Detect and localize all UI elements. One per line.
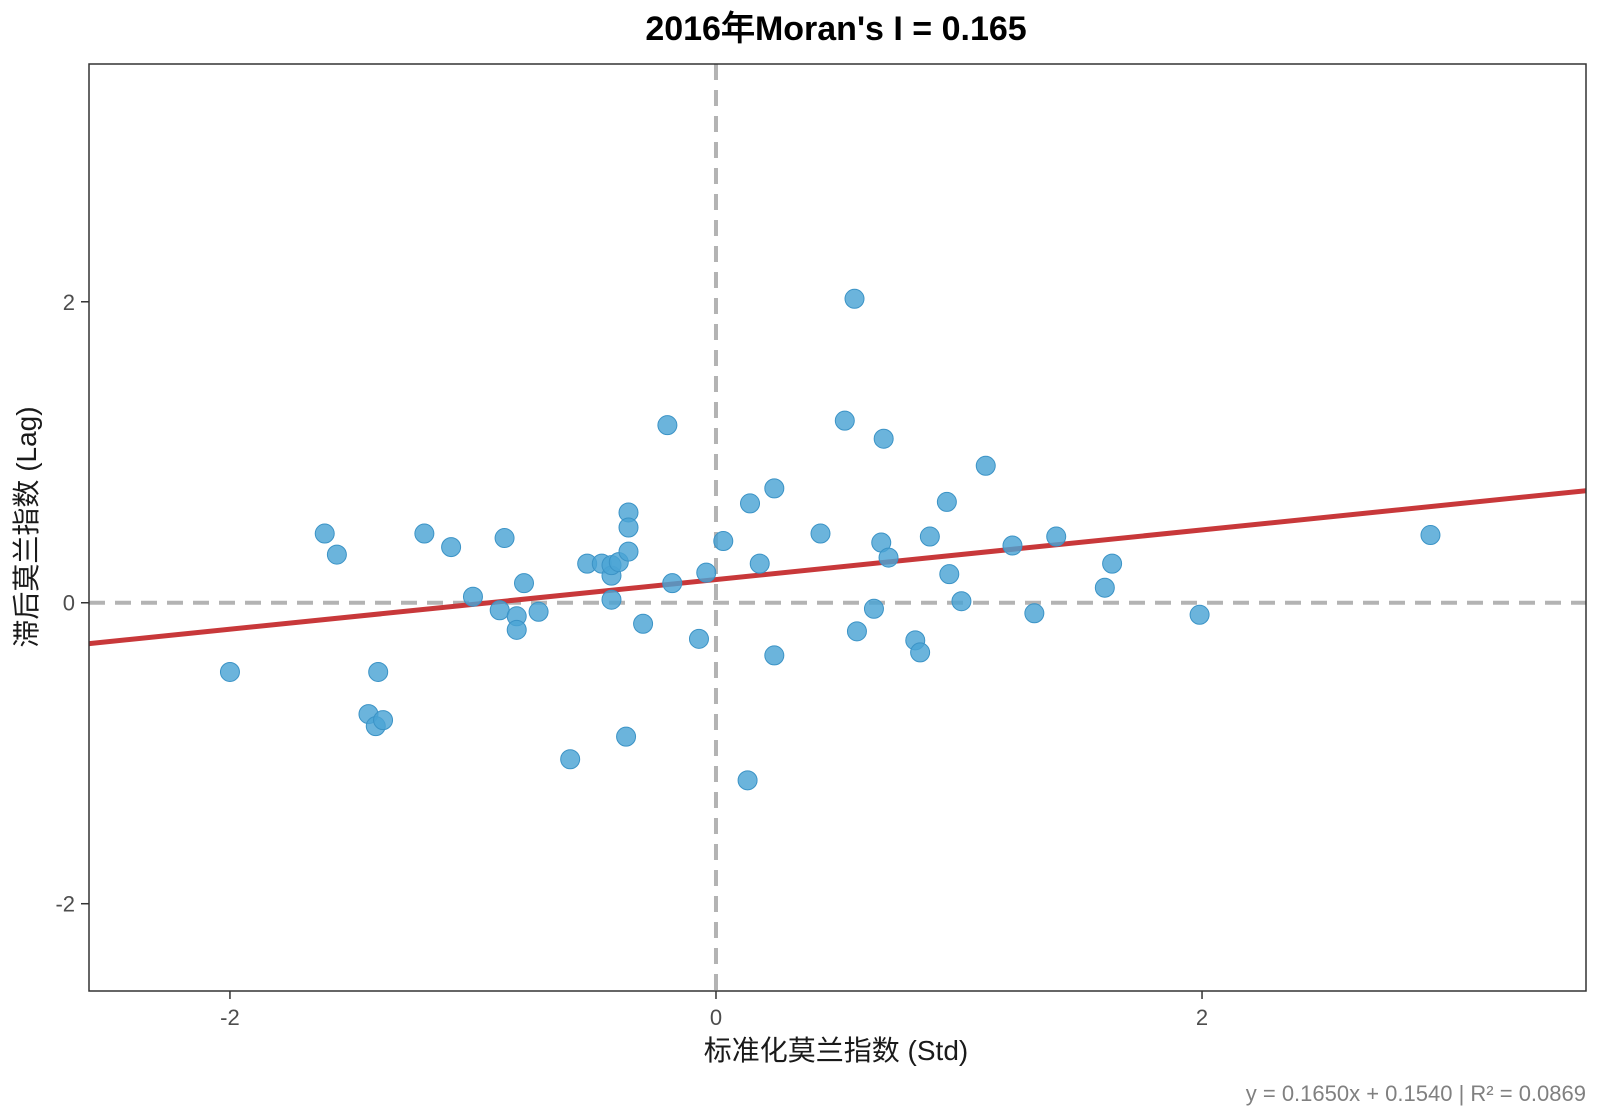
- data-point: [633, 613, 654, 634]
- data-point: [713, 531, 734, 552]
- x-tick-label: 0: [710, 1005, 722, 1030]
- data-point: [696, 562, 717, 583]
- data-point: [601, 589, 622, 610]
- data-point: [939, 564, 960, 585]
- data-point: [1102, 553, 1123, 574]
- data-point: [844, 288, 865, 309]
- y-tick-label: -2: [55, 892, 75, 917]
- x-tick-label: 2: [1196, 1005, 1208, 1030]
- data-point: [616, 726, 637, 747]
- data-point: [975, 455, 996, 476]
- x-axis: -2 0 2: [220, 991, 1208, 1030]
- data-point: [688, 628, 709, 649]
- data-point: [462, 586, 483, 607]
- data-point: [662, 573, 683, 594]
- data-point: [834, 410, 855, 431]
- data-point: [1189, 604, 1210, 625]
- data-point: [219, 661, 240, 682]
- plot-area: [88, 63, 1587, 992]
- data-point: [764, 478, 785, 499]
- data-point: [560, 749, 581, 770]
- data-point: [740, 493, 761, 514]
- data-point: [846, 621, 867, 642]
- data-point: [506, 619, 527, 640]
- data-point: [1024, 603, 1045, 624]
- data-points: [219, 288, 1441, 791]
- data-point: [618, 541, 639, 562]
- data-point: [919, 526, 940, 547]
- data-point: [494, 528, 515, 549]
- y-axis-label: 滞后莫兰指数 (Lag): [11, 406, 42, 647]
- data-point: [951, 591, 972, 612]
- data-point: [489, 600, 510, 621]
- y-tick-label: 0: [63, 591, 75, 616]
- data-point: [910, 642, 931, 663]
- data-point: [810, 523, 831, 544]
- y-axis: -2 0 2: [55, 290, 89, 917]
- data-point: [936, 491, 957, 512]
- data-point: [878, 547, 899, 568]
- data-point: [1420, 525, 1441, 546]
- data-point: [618, 517, 639, 538]
- data-point: [441, 537, 462, 558]
- plot-background: [89, 64, 1586, 991]
- x-axis-label: 标准化莫兰指数 (Std): [704, 1035, 968, 1066]
- data-point: [657, 415, 678, 436]
- chart-title: 2016年Moran's I = 0.165: [645, 10, 1026, 48]
- data-point: [368, 661, 389, 682]
- data-point: [314, 523, 335, 544]
- data-point: [1046, 526, 1067, 547]
- regression-caption: y = 0.1650x + 0.1540 | R² = 0.0869: [1246, 1081, 1586, 1106]
- data-point: [737, 770, 758, 791]
- data-point: [414, 523, 435, 544]
- data-point: [873, 428, 894, 449]
- data-point: [1002, 535, 1023, 556]
- data-point: [528, 601, 549, 622]
- data-point: [514, 573, 535, 594]
- data-point: [749, 553, 770, 574]
- plot-border: [88, 63, 1587, 992]
- regression-line: [89, 488, 1586, 647]
- data-point: [1094, 577, 1115, 598]
- data-point: [326, 544, 347, 565]
- data-point: [863, 598, 884, 619]
- data-point: [764, 645, 785, 666]
- x-tick-label: -2: [220, 1005, 240, 1030]
- y-tick-label: 2: [63, 290, 75, 315]
- data-point: [373, 710, 394, 731]
